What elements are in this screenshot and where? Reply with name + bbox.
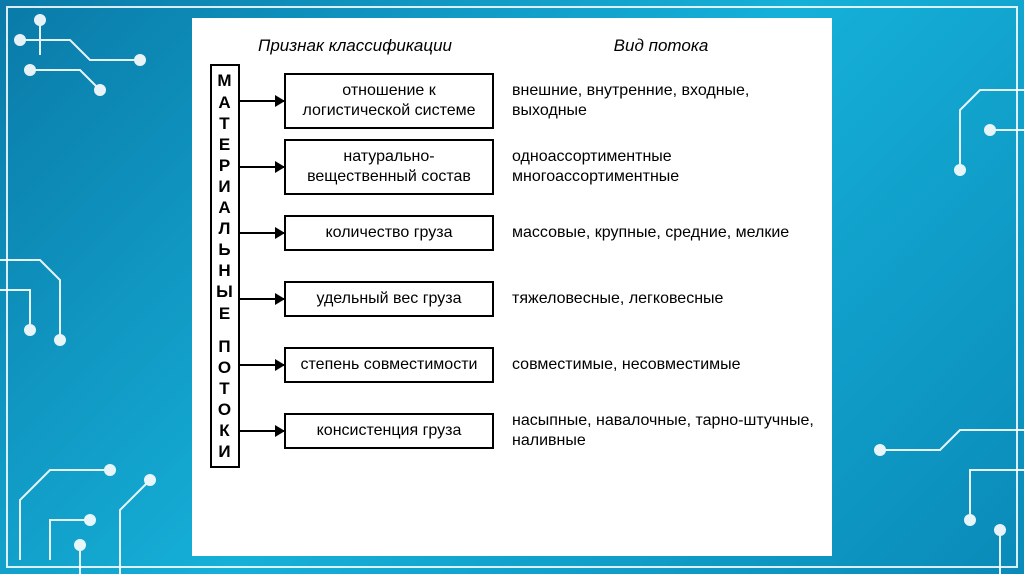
vertical-letter: К [219,422,230,439]
arrow-icon [240,430,284,432]
vertical-letter: И [218,178,231,195]
vertical-letter: О [218,401,232,418]
classification-box: степень совместимости [284,347,494,383]
vertical-letter: Т [219,380,230,397]
diagram-row: степень совместимости совместимые, несов… [240,332,814,398]
classification-box: консистенция груза [284,413,494,449]
vertical-letter: М [217,72,232,89]
arrow-icon [240,100,284,102]
vertical-letter: А [218,94,231,111]
vertical-letter: Н [218,262,231,279]
diagram-row: количество груза массовые, крупные, сред… [240,200,814,266]
classification-box: количество груза [284,215,494,251]
classification-box: натурально-вещественный состав [284,139,494,195]
vertical-letter: А [218,199,231,216]
vertical-letter: Р [219,157,231,174]
classification-box: удельный вес груза [284,281,494,317]
diagram-row: удельный вес груза тяжеловесные, легкове… [240,266,814,332]
arrow-icon [240,166,284,168]
vertical-letter: П [218,338,231,355]
flow-type-text: совместимые, несовместимые [494,355,814,375]
vertical-letter: Т [219,115,230,132]
header-classification: Признак классификации [258,36,508,56]
classification-box: отношение к логистической системе [284,73,494,129]
flow-type-text: внешние, внутренние, входные, выходные [494,81,814,121]
flow-type-text: одноассортиментные многоассортиментные [494,147,814,187]
vertical-letter: И [218,443,231,460]
vertical-letter: Е [219,305,231,322]
vertical-label: МАТЕРИАЛЬНЫЕПОТОКИ [210,64,240,468]
rows-container: отношение к логистической системе внешни… [240,64,814,468]
vertical-letter: Л [219,220,232,237]
diagram-row: натурально-вещественный состав одноассор… [240,134,814,200]
diagram-panel: Признак классификации Вид потока МАТЕРИА… [192,18,832,556]
diagram-row: консистенция груза насыпные, навалочные,… [240,398,814,464]
column-headers: Признак классификации Вид потока [258,36,814,56]
arrow-icon [240,232,284,234]
flow-type-text: тяжеловесные, легковесные [494,289,814,309]
header-flow-type: Вид потока [508,36,814,56]
diagram-body: МАТЕРИАЛЬНЫЕПОТОКИ отношение к логистиче… [210,64,814,468]
vertical-letter: Ь [218,241,231,258]
diagram-row: отношение к логистической системе внешни… [240,68,814,134]
arrow-icon [240,364,284,366]
flow-type-text: насыпные, навалочные, тарно-штучные, нал… [494,411,814,451]
flow-type-text: массовые, крупные, средние, мелкие [494,223,814,243]
vertical-letter: Ы [216,283,234,300]
vertical-letter: О [218,359,232,376]
vertical-letter: Е [219,136,231,153]
arrow-icon [240,298,284,300]
